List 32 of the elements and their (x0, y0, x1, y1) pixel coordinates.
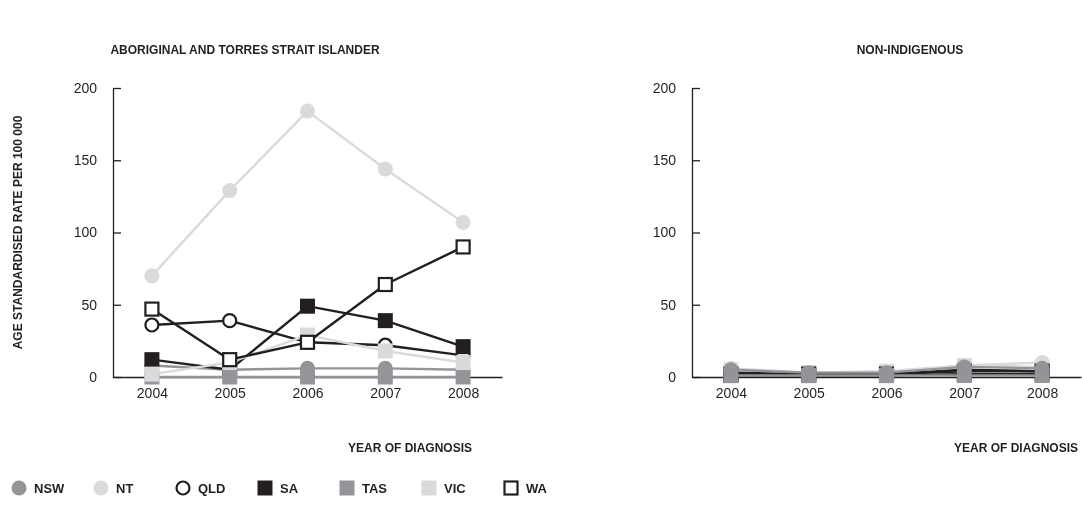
legend-label: VIC (444, 481, 467, 496)
y-tick-label: 50 (81, 296, 98, 313)
x-tick-label: 2006 (292, 384, 324, 401)
legend-label: SA (280, 481, 299, 496)
legend-label: WA (526, 481, 548, 496)
x-tick-label: 2004 (136, 384, 169, 401)
legend-label: QLD (198, 481, 226, 496)
chart-title: ABORIGINAL AND TORRES STRAIT ISLANDER (110, 43, 380, 57)
legend-label: NT (116, 481, 134, 496)
x-tick-label: 2004 (715, 384, 748, 401)
chart-title: NON-INDIGENOUS (856, 43, 964, 57)
y-tick-label: 200 (73, 79, 98, 96)
x-axis-title: YEAR OF DIAGNOSIS (953, 441, 1078, 455)
y-tick-label: 150 (652, 152, 677, 169)
legend-label: NSW (34, 481, 66, 496)
y-tick-label: 0 (89, 368, 98, 385)
y-tick-label: 150 (73, 152, 98, 169)
x-axis-title: YEAR OF DIAGNOSIS (347, 441, 472, 455)
x-tick-label: 2008 (1027, 384, 1059, 401)
x-tick-label: 2007 (949, 384, 981, 401)
x-tick-label: 2007 (370, 384, 402, 401)
y-axis-title: AGE STANDARDISED RATE PER 100 000 (11, 115, 25, 350)
y-tick-label: 0 (668, 368, 677, 385)
x-tick-label: 2005 (214, 384, 246, 401)
y-tick-label: 100 (652, 224, 677, 241)
y-tick-label: 200 (652, 79, 677, 96)
x-tick-label: 2008 (448, 384, 480, 401)
legend-label: TAS (362, 481, 388, 496)
y-tick-label: 100 (73, 224, 98, 241)
y-tick-label: 50 (660, 296, 677, 313)
x-tick-label: 2005 (793, 384, 825, 401)
x-tick-label: 2006 (871, 384, 903, 401)
